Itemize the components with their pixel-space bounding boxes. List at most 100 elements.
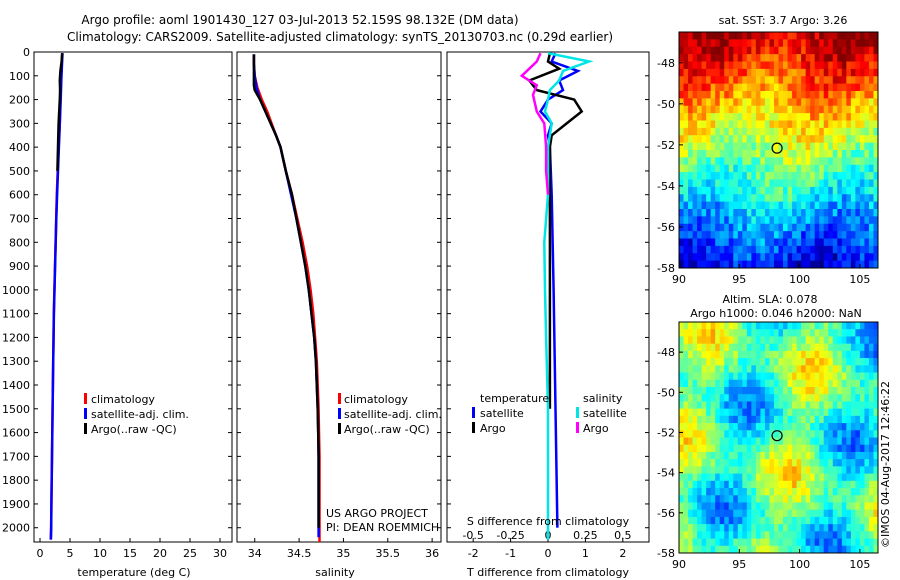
map-cell <box>755 531 761 539</box>
map-cell <box>810 495 816 503</box>
map-cell <box>746 135 752 144</box>
map-cell <box>778 358 784 366</box>
map-cell <box>719 245 725 254</box>
legend-swatch-temp-argo <box>472 422 475 433</box>
map-cell <box>846 386 852 395</box>
map-cell <box>841 516 847 525</box>
map-cell <box>724 91 730 99</box>
map-cell <box>710 231 716 239</box>
map-cell <box>697 408 703 417</box>
map-cell <box>792 423 797 431</box>
map-cell <box>850 386 856 395</box>
map-cell <box>764 113 770 121</box>
map-cell <box>710 394 716 402</box>
map-cell <box>697 113 703 121</box>
map-cell <box>819 238 825 247</box>
map-cell <box>710 509 716 518</box>
map-cell <box>710 164 716 173</box>
map-cell <box>814 444 820 453</box>
map-cell <box>746 68 752 77</box>
map-cell <box>778 386 784 395</box>
map-cell <box>773 68 779 77</box>
map-cell <box>719 451 725 460</box>
map-cell <box>810 105 816 114</box>
map-cell <box>837 32 843 40</box>
map-y-tick-label: -50 <box>657 98 675 111</box>
map-cell <box>873 54 879 62</box>
map-cell <box>864 127 870 136</box>
map-cell <box>737 46 743 55</box>
map-cell <box>737 172 743 180</box>
map-cell <box>846 46 852 55</box>
series-line <box>519 52 550 195</box>
map-cell <box>706 336 712 345</box>
map-cell <box>864 61 870 70</box>
map-cell <box>850 415 856 424</box>
map-cell <box>792 336 797 345</box>
map-cell <box>728 401 734 410</box>
map-cell <box>728 231 734 239</box>
map-cell <box>810 179 816 188</box>
map-cell <box>742 194 748 203</box>
map-cell <box>764 194 770 203</box>
map-cell <box>801 32 807 40</box>
map-cell <box>859 502 865 511</box>
map-cell <box>787 444 793 453</box>
map-cell <box>837 39 843 48</box>
map-cell <box>710 358 716 366</box>
map-cell <box>873 386 879 395</box>
map-cell <box>715 538 721 547</box>
map-cell <box>823 343 829 352</box>
map-cell <box>760 209 766 217</box>
map-cell <box>773 444 779 453</box>
map-cell <box>697 157 703 166</box>
map-cell <box>868 32 874 40</box>
map-cell <box>773 329 779 337</box>
map-cell <box>719 105 725 114</box>
map-cell <box>692 379 698 388</box>
map-cell <box>832 194 838 203</box>
map-cell <box>859 46 865 55</box>
map-cell <box>751 437 757 446</box>
map-cell <box>792 394 797 402</box>
map-cell <box>706 113 712 121</box>
map-cell <box>706 186 712 195</box>
s-tick-label: 0.25 <box>573 529 598 542</box>
map-cell <box>769 209 775 217</box>
map-cell <box>769 437 775 446</box>
map-cell <box>805 488 811 496</box>
map-cell <box>868 379 874 388</box>
y-tick-label: 300 <box>9 117 30 130</box>
map-cell <box>719 495 725 503</box>
map-cell <box>742 260 748 269</box>
map-cell <box>783 245 788 254</box>
map-cell <box>724 437 730 446</box>
map-cell <box>823 253 829 262</box>
map-cell <box>683 322 689 330</box>
map-cell <box>855 135 861 144</box>
map-cell <box>810 76 816 85</box>
map-cell <box>773 524 779 532</box>
map-cell <box>846 394 852 402</box>
map-cell <box>764 401 770 410</box>
map-cell <box>719 430 725 438</box>
map-cell <box>769 61 775 70</box>
legend-label-satellite-adj: satellite-adj. clim. <box>91 408 189 421</box>
map-cell <box>679 245 684 254</box>
legend-label-temp-satellite: satellite <box>480 407 524 420</box>
map-cell <box>724 480 730 489</box>
map-cell <box>688 113 693 121</box>
map-cell <box>796 157 802 166</box>
map-cell <box>719 365 725 373</box>
map-cell <box>855 336 861 345</box>
map-cell <box>697 516 703 525</box>
map-cell <box>783 545 788 554</box>
map-cell <box>814 394 820 402</box>
map-cell <box>778 531 784 539</box>
map-cell <box>688 459 693 467</box>
map-cell <box>783 32 788 40</box>
map-cell <box>683 466 689 474</box>
map-cell <box>688 54 693 62</box>
map-cell <box>679 437 684 446</box>
map-cell <box>828 135 834 144</box>
